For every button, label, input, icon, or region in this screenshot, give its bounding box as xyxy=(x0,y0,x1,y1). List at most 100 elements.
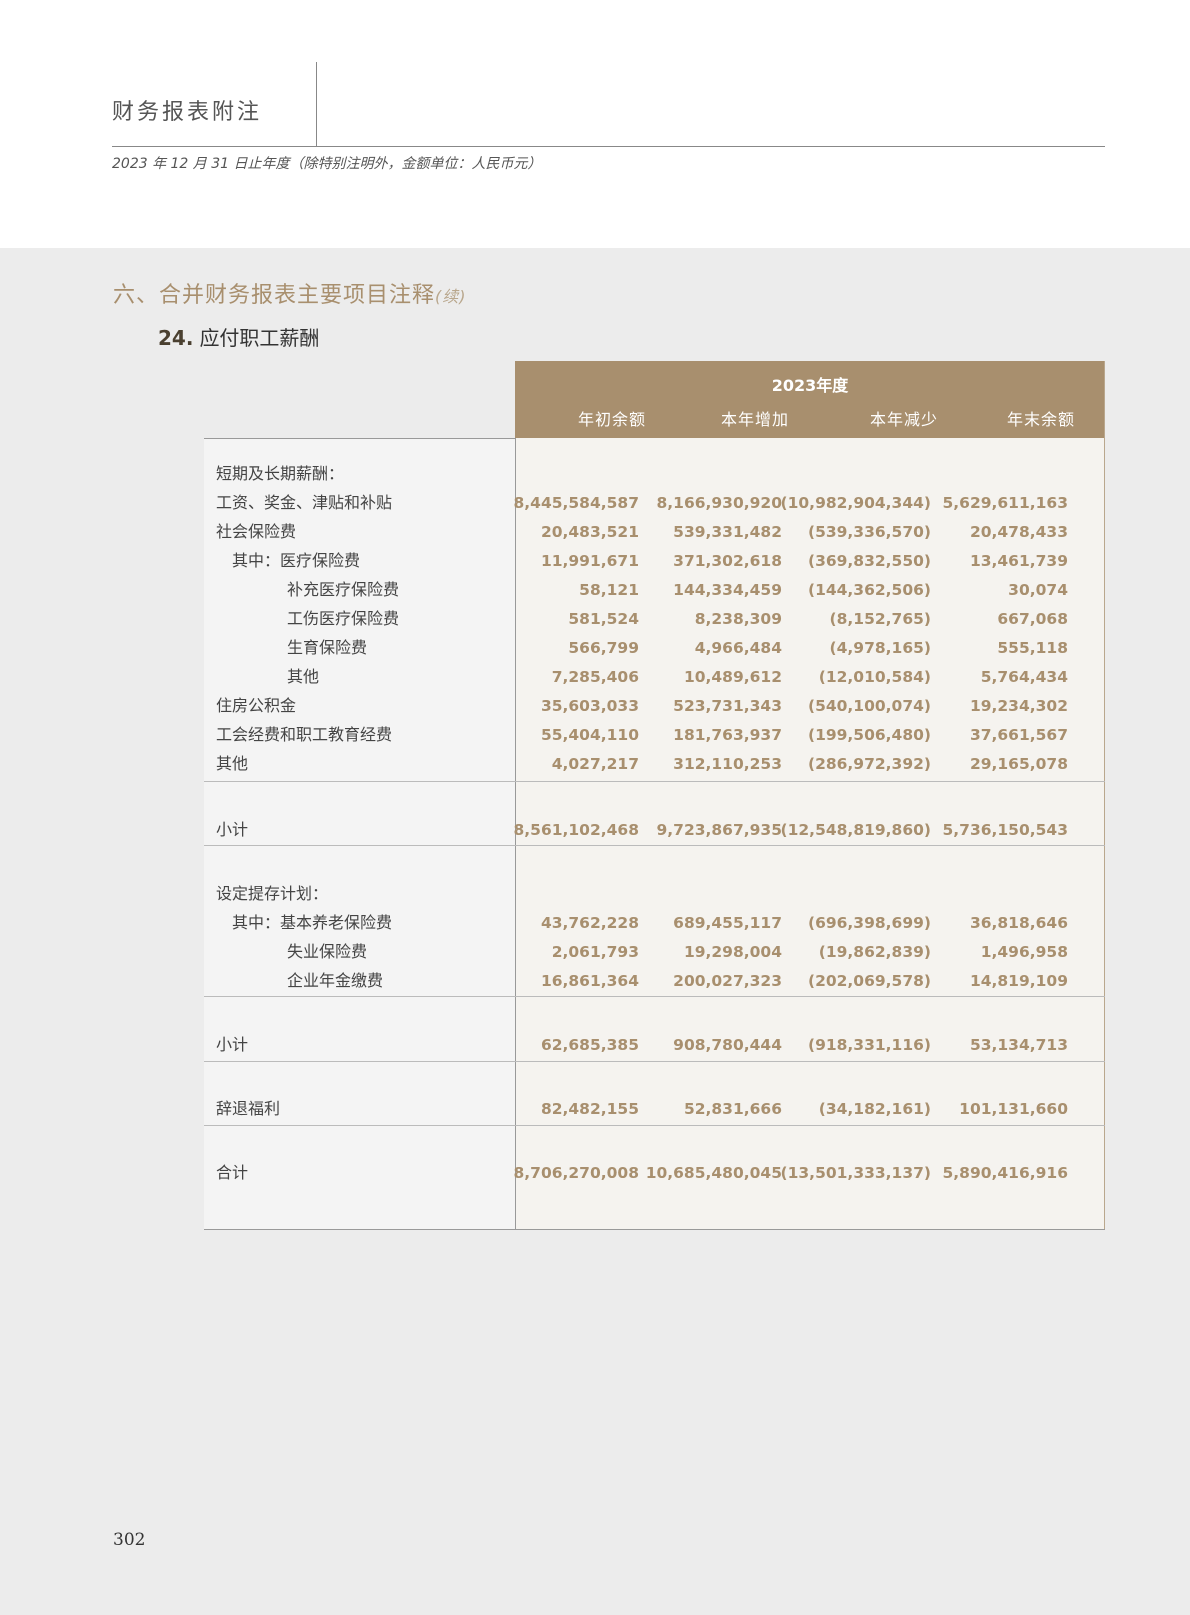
page-number: 302 xyxy=(113,1530,146,1550)
cell-value: (34,182,161) xyxy=(818,1100,931,1118)
table-row: 其中：医疗保险费 11,991,671 371,302,618 (369,832,55… xyxy=(204,548,1105,574)
table-row: 合计 8,706,270,008 10,685,480,045 (13,501,333… xyxy=(204,1160,1105,1186)
cell-value: 555,118 xyxy=(997,639,1068,657)
row-label: 生育保险费 xyxy=(287,638,368,657)
cell-value: 9,723,867,935 xyxy=(656,821,782,839)
cell-value: 13,461,739 xyxy=(969,552,1068,570)
cell-value: 667,068 xyxy=(997,610,1068,628)
row-label: 其他 xyxy=(287,667,320,686)
cell-value: 689,455,117 xyxy=(673,914,782,932)
column-divider xyxy=(515,438,516,1230)
divider xyxy=(316,62,317,146)
table-row: 企业年金缴费 16,861,364 200,027,323 (202,069,578)… xyxy=(204,968,1105,994)
cell-value: 62,685,385 xyxy=(540,1036,639,1054)
cell-value: 581,524 xyxy=(568,610,639,628)
cell-value: 55,404,110 xyxy=(540,726,639,744)
cell-value: 5,629,611,163 xyxy=(942,494,1068,512)
cell-value: 7,285,406 xyxy=(551,668,639,686)
cell-value: 29,165,078 xyxy=(969,755,1068,773)
cell-value: (369,832,550) xyxy=(807,552,931,570)
divider xyxy=(112,146,1105,147)
table-row: 社会保险费 20,483,521 539,331,482 (539,336,570) 2… xyxy=(204,519,1105,545)
column-header: 本年减少 xyxy=(869,410,938,429)
cell-value: (286,972,392) xyxy=(807,755,931,773)
cell-value: 8,561,102,468 xyxy=(513,821,639,839)
column-header: 年末余额 xyxy=(1006,410,1075,429)
cell-value: 2,061,793 xyxy=(551,943,639,961)
row-label: 企业年金缴费 xyxy=(287,971,384,990)
table-row: 失业保险费 2,061,793 19,298,004 (19,862,839) 1,49… xyxy=(204,939,1105,965)
cell-value: 5,764,434 xyxy=(980,668,1068,686)
table-row: 设定提存计划： xyxy=(204,881,1105,907)
cell-value: (199,506,480) xyxy=(807,726,931,744)
payroll-table: 2023年度 年初余额 本年增加 本年减少 年末余额 短期及长期薪酬： 工资、奖金… xyxy=(204,361,1105,1230)
cell-value: 30,074 xyxy=(1008,581,1068,599)
row-divider xyxy=(204,1125,1105,1126)
value-columns-bg xyxy=(515,438,1105,1230)
table-row: 其他 4,027,217 312,110,253 (286,972,392) 29,16… xyxy=(204,751,1105,777)
note-title: 24. 应付职工薪酬 xyxy=(158,322,319,351)
page-header: 财务报表附注 2023 年 12 月 31 日止年度（除特别注明外，金额单位：人… xyxy=(0,0,1190,248)
cell-value: 200,027,323 xyxy=(673,972,782,990)
cell-value: 36,818,646 xyxy=(969,914,1068,932)
cell-value: 8,706,270,008 xyxy=(513,1164,639,1182)
row-label: 其中：医疗保险费 xyxy=(232,551,361,570)
table-row: 工会经费和职工教育经费 55,404,110 181,763,937 (199,506… xyxy=(204,722,1105,748)
cell-value: 53,134,713 xyxy=(969,1036,1068,1054)
cell-value: 181,763,937 xyxy=(673,726,782,744)
row-label: 工会经费和职工教育经费 xyxy=(216,725,393,744)
row-divider xyxy=(204,845,1105,846)
cell-value: (12,010,584) xyxy=(818,668,931,686)
section-title-text: 六、合并财务报表主要项目注释 xyxy=(113,283,436,308)
cell-value: 14,819,109 xyxy=(969,972,1068,990)
cell-value: (19,862,839) xyxy=(818,943,931,961)
row-label: 合计 xyxy=(216,1163,249,1182)
row-label: 其中：基本养老保险费 xyxy=(232,913,393,932)
note-title-text: 应付职工薪酬 xyxy=(199,326,320,350)
cell-value: 1,496,958 xyxy=(980,943,1068,961)
cell-value: (10,982,904,344) xyxy=(780,494,931,512)
table-row: 生育保险费 566,799 4,966,484 (4,978,165) 555,118 xyxy=(204,635,1105,661)
column-header: 年初余额 xyxy=(577,410,646,429)
cell-value: 11,991,671 xyxy=(540,552,639,570)
cell-value: 4,027,217 xyxy=(551,755,639,773)
cell-value: 20,478,433 xyxy=(969,523,1068,541)
cell-value: 82,482,155 xyxy=(540,1100,639,1118)
cell-value: (13,501,333,137) xyxy=(780,1164,931,1182)
cell-value: (144,362,506) xyxy=(807,581,931,599)
cell-value: 523,731,343 xyxy=(673,697,782,715)
cell-value: (4,978,165) xyxy=(829,639,931,657)
row-label: 失业保险费 xyxy=(287,942,368,961)
cell-value: 8,445,584,587 xyxy=(513,494,639,512)
cell-value: 539,331,482 xyxy=(673,523,782,541)
note-number: 24. xyxy=(158,326,194,350)
row-label: 工资、奖金、津贴和补贴 xyxy=(216,493,393,512)
cell-value: 37,661,567 xyxy=(969,726,1068,744)
row-divider xyxy=(204,1229,1105,1230)
row-divider xyxy=(204,996,1105,997)
row-divider xyxy=(204,781,1105,782)
cell-value: (918,331,116) xyxy=(807,1036,931,1054)
label-column-bg xyxy=(204,438,515,1230)
document-subtitle: 2023 年 12 月 31 日止年度（除特别注明外，金额单位：人民币元） xyxy=(112,156,542,172)
cell-value: 144,334,459 xyxy=(673,581,782,599)
cell-value: 10,685,480,045 xyxy=(645,1164,782,1182)
row-divider xyxy=(204,1061,1105,1062)
cell-value: (12,548,819,860) xyxy=(780,821,931,839)
period-header: 2023年度 xyxy=(771,376,849,395)
row-label: 短期及长期薪酬： xyxy=(216,464,345,483)
continued-label: (续) xyxy=(435,287,467,306)
row-label: 小计 xyxy=(216,1035,249,1054)
row-label: 社会保险费 xyxy=(216,522,297,541)
cell-value: 10,489,612 xyxy=(683,668,782,686)
cell-value: 35,603,033 xyxy=(540,697,639,715)
cell-value: (202,069,578) xyxy=(807,972,931,990)
row-label: 辞退福利 xyxy=(216,1099,281,1118)
cell-value: 312,110,253 xyxy=(673,755,782,773)
row-label: 设定提存计划： xyxy=(216,884,329,903)
cell-value: (540,100,074) xyxy=(807,697,931,715)
row-label: 补充医疗保险费 xyxy=(287,580,400,599)
cell-value: 5,890,416,916 xyxy=(942,1164,1068,1182)
table-row: 其中：基本养老保险费 43,762,228 689,455,117 (696,398,… xyxy=(204,910,1105,936)
cell-value: 20,483,521 xyxy=(540,523,639,541)
